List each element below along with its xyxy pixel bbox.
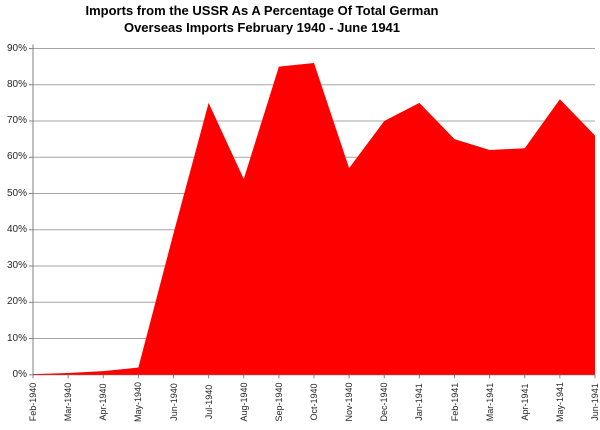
x-axis-label: Jul-1940 bbox=[203, 384, 214, 420]
y-axis-label: 70% bbox=[6, 115, 27, 126]
y-axis-label: 50% bbox=[6, 187, 27, 199]
x-axis-label: Apr-1940 bbox=[98, 383, 109, 421]
x-axis-label: Mar-1940 bbox=[63, 382, 74, 422]
y-axis-label: 30% bbox=[6, 260, 27, 272]
chart-title-line1: Imports from the USSR As A Percentage Of… bbox=[85, 3, 439, 18]
x-axis-label: Mar-1941 bbox=[484, 382, 495, 422]
chart-title-line2: Overseas Imports February 1940 - June 19… bbox=[123, 20, 401, 35]
y-axis-label: 90% bbox=[6, 42, 27, 54]
y-axis-label: 10% bbox=[6, 332, 27, 344]
y-axis-label: 60% bbox=[6, 151, 27, 163]
x-axis-label: Dec-1940 bbox=[379, 382, 390, 422]
x-axis-label: Sep-1940 bbox=[273, 382, 284, 422]
area-series-ussr-imports bbox=[33, 63, 595, 375]
x-axis-label: Oct-1940 bbox=[309, 383, 319, 421]
y-axis-label: 40% bbox=[6, 223, 27, 235]
x-axis-label: Nov-1940 bbox=[344, 382, 355, 422]
x-axis-label: Jun-1941 bbox=[590, 383, 600, 421]
x-axis-label: Jun-1940 bbox=[168, 383, 179, 421]
y-axis-label: 20% bbox=[6, 296, 27, 308]
x-axis-label: May-1941 bbox=[554, 381, 565, 423]
x-axis-label: Apr-1941 bbox=[519, 383, 530, 421]
x-axis-label: Feb-1941 bbox=[449, 382, 460, 422]
plot-area bbox=[28, 44, 600, 380]
y-axis-label: 80% bbox=[6, 78, 27, 90]
x-axis-label: Feb-1940 bbox=[28, 382, 38, 422]
chart-title: Imports from the USSR As A Percentage Of… bbox=[86, 2, 439, 36]
y-axis-label: 0% bbox=[12, 368, 27, 380]
x-axis-label: Aug-1940 bbox=[238, 382, 249, 422]
x-axis-label: May-1940 bbox=[133, 381, 144, 423]
x-axis-label: Jan-1941 bbox=[414, 383, 425, 421]
area-chart-svg bbox=[29, 44, 596, 379]
